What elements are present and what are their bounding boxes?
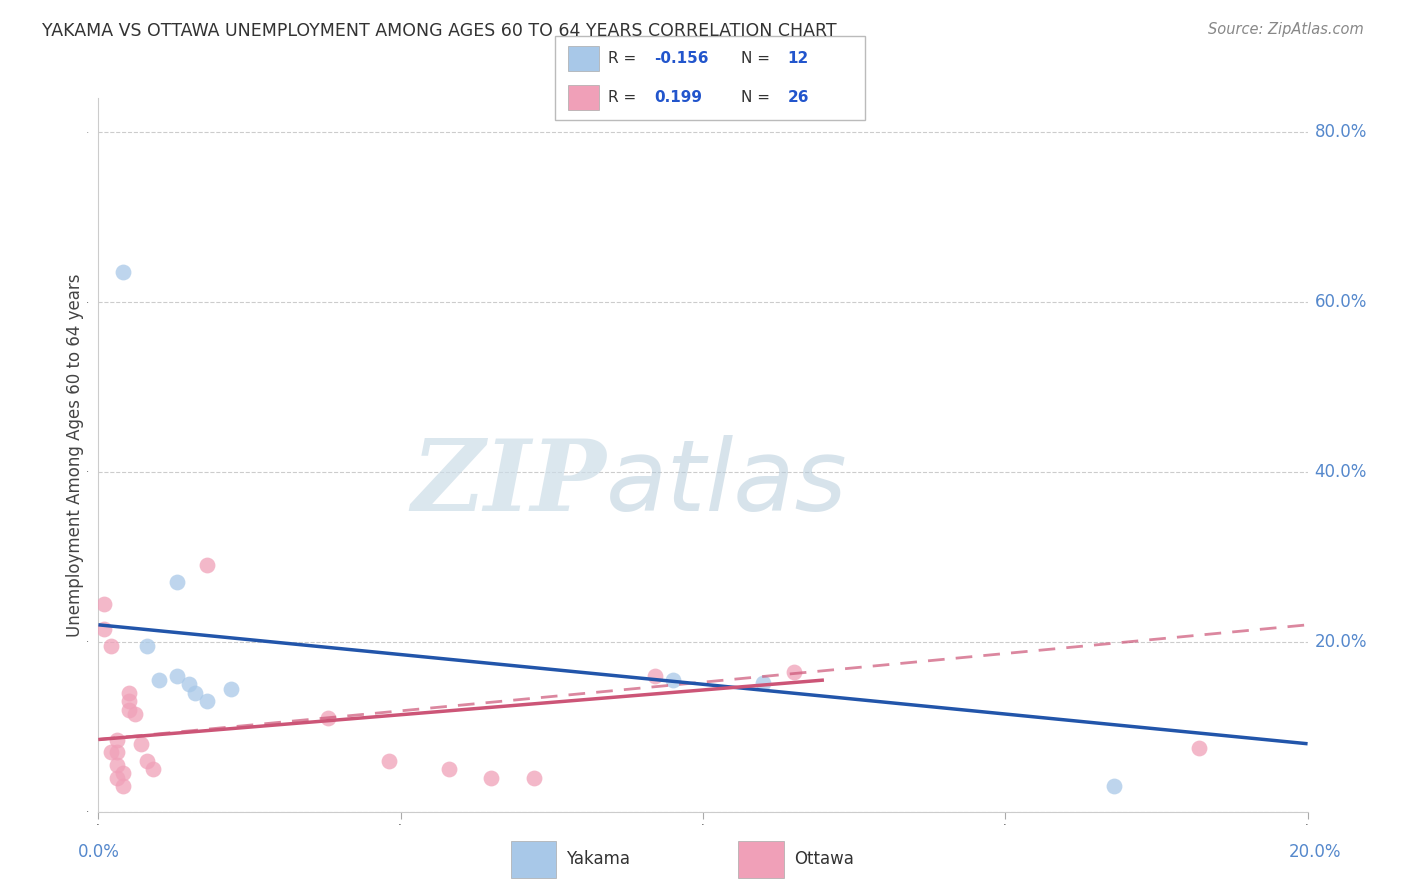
FancyBboxPatch shape bbox=[738, 841, 785, 878]
Text: 60.0%: 60.0% bbox=[1315, 293, 1367, 311]
Point bbox=[1188, 741, 1211, 756]
Text: ZIP: ZIP bbox=[412, 435, 606, 532]
Point bbox=[437, 762, 460, 776]
Point bbox=[221, 681, 243, 696]
Point bbox=[105, 732, 128, 747]
Text: 80.0%: 80.0% bbox=[1315, 123, 1367, 141]
Text: Source: ZipAtlas.com: Source: ZipAtlas.com bbox=[1208, 22, 1364, 37]
Point bbox=[124, 706, 146, 721]
Point bbox=[752, 675, 775, 690]
Point bbox=[135, 754, 157, 768]
Y-axis label: Unemployment Among Ages 60 to 64 years: Unemployment Among Ages 60 to 64 years bbox=[66, 273, 84, 637]
Point bbox=[93, 622, 115, 636]
Point bbox=[644, 669, 666, 683]
Point bbox=[105, 771, 128, 785]
Text: N =: N = bbox=[741, 90, 775, 105]
Point bbox=[195, 694, 218, 708]
Point bbox=[177, 677, 201, 691]
Text: 26: 26 bbox=[787, 90, 808, 105]
Point bbox=[1102, 779, 1125, 793]
Point bbox=[118, 703, 141, 717]
Point bbox=[111, 265, 134, 279]
Point bbox=[118, 686, 141, 700]
Text: 20.0%: 20.0% bbox=[1315, 632, 1367, 651]
Point bbox=[111, 766, 134, 780]
Text: R =: R = bbox=[607, 51, 641, 66]
Point bbox=[111, 779, 134, 793]
Point bbox=[135, 639, 157, 653]
Point bbox=[105, 745, 128, 759]
Point bbox=[105, 758, 128, 772]
Text: Yakama: Yakama bbox=[567, 849, 630, 868]
FancyBboxPatch shape bbox=[555, 36, 865, 120]
Text: 20.0%: 20.0% bbox=[1288, 843, 1341, 861]
Text: 40.0%: 40.0% bbox=[1315, 463, 1367, 481]
Point bbox=[166, 575, 188, 590]
Point bbox=[93, 597, 115, 611]
Point bbox=[100, 745, 122, 759]
Point bbox=[523, 771, 546, 785]
Text: N =: N = bbox=[741, 51, 775, 66]
Point bbox=[118, 694, 141, 708]
FancyBboxPatch shape bbox=[568, 45, 599, 71]
Text: atlas: atlas bbox=[606, 435, 848, 532]
Point bbox=[148, 673, 170, 687]
Point bbox=[195, 558, 218, 573]
Point bbox=[661, 673, 683, 687]
Text: 0.0%: 0.0% bbox=[77, 843, 120, 861]
Point bbox=[100, 639, 122, 653]
Text: 0.199: 0.199 bbox=[654, 90, 703, 105]
Text: 12: 12 bbox=[787, 51, 808, 66]
Point bbox=[316, 711, 339, 725]
FancyBboxPatch shape bbox=[568, 85, 599, 111]
Text: YAKAMA VS OTTAWA UNEMPLOYMENT AMONG AGES 60 TO 64 YEARS CORRELATION CHART: YAKAMA VS OTTAWA UNEMPLOYMENT AMONG AGES… bbox=[42, 22, 837, 40]
Point bbox=[481, 771, 503, 785]
Point bbox=[782, 665, 804, 679]
Point bbox=[129, 737, 152, 751]
Text: R =: R = bbox=[607, 90, 645, 105]
Point bbox=[166, 669, 188, 683]
Point bbox=[184, 686, 207, 700]
Point bbox=[377, 754, 399, 768]
Text: Ottawa: Ottawa bbox=[794, 849, 853, 868]
Point bbox=[142, 762, 165, 776]
FancyBboxPatch shape bbox=[510, 841, 557, 878]
Text: -0.156: -0.156 bbox=[654, 51, 709, 66]
